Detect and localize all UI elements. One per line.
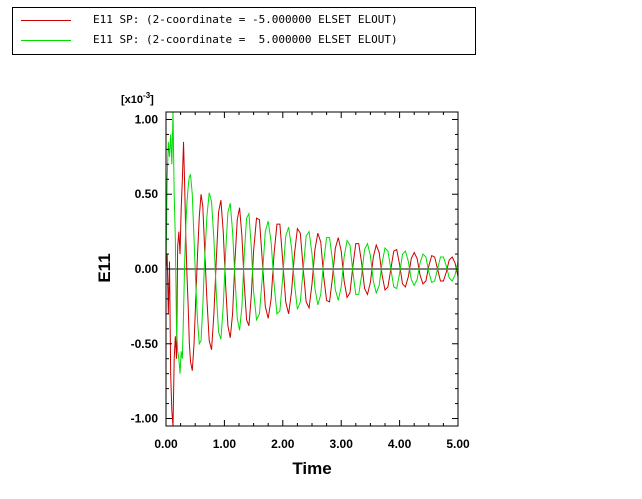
y-tick-label: 0.00 — [135, 262, 159, 276]
legend-swatch-series-1 — [21, 20, 71, 21]
plot-area — [165, 111, 459, 427]
legend-label-series-1: E11 SP: (2-coordinate = -5.000000 ELSET … — [93, 13, 398, 26]
y-tick-label: -1.00 — [131, 412, 159, 426]
y-tick-label: -0.50 — [131, 337, 159, 351]
x-tick-label: 2.00 — [271, 437, 295, 451]
legend-label-series-2: E11 SP: (2-coordinate = 5.000000 ELSET E… — [93, 33, 398, 46]
x-axis-title: Time — [292, 459, 331, 478]
y-scale-note: [x10-3] — [121, 91, 154, 106]
x-tick-label: 5.00 — [446, 437, 470, 451]
y-tick-label: 0.50 — [135, 187, 159, 201]
x-tick-label: 1.00 — [213, 437, 237, 451]
legend-swatch-series-2 — [21, 40, 71, 41]
y-axis-title: E11 — [95, 253, 114, 282]
series-line-2 — [165, 111, 459, 374]
legend: E11 SP: (2-coordinate = -5.000000 ELSET … — [12, 7, 476, 55]
x-tick-label: 4.00 — [388, 437, 412, 451]
series-line-1 — [165, 141, 459, 427]
legend-item-series-2: E11 SP: (2-coordinate = 5.000000 ELSET E… — [13, 31, 475, 51]
legend-item-series-1: E11 SP: (2-coordinate = -5.000000 ELSET … — [13, 11, 475, 31]
y-tick-label: 1.00 — [135, 112, 159, 126]
x-tick-label: 3.00 — [330, 437, 354, 451]
x-tick-label: 0.00 — [154, 437, 178, 451]
axis-ticks: 0.00 1.00 2.00 3.00 4.00 5.00 1.00 0.50 0.00 -0.5… — [131, 112, 470, 451]
